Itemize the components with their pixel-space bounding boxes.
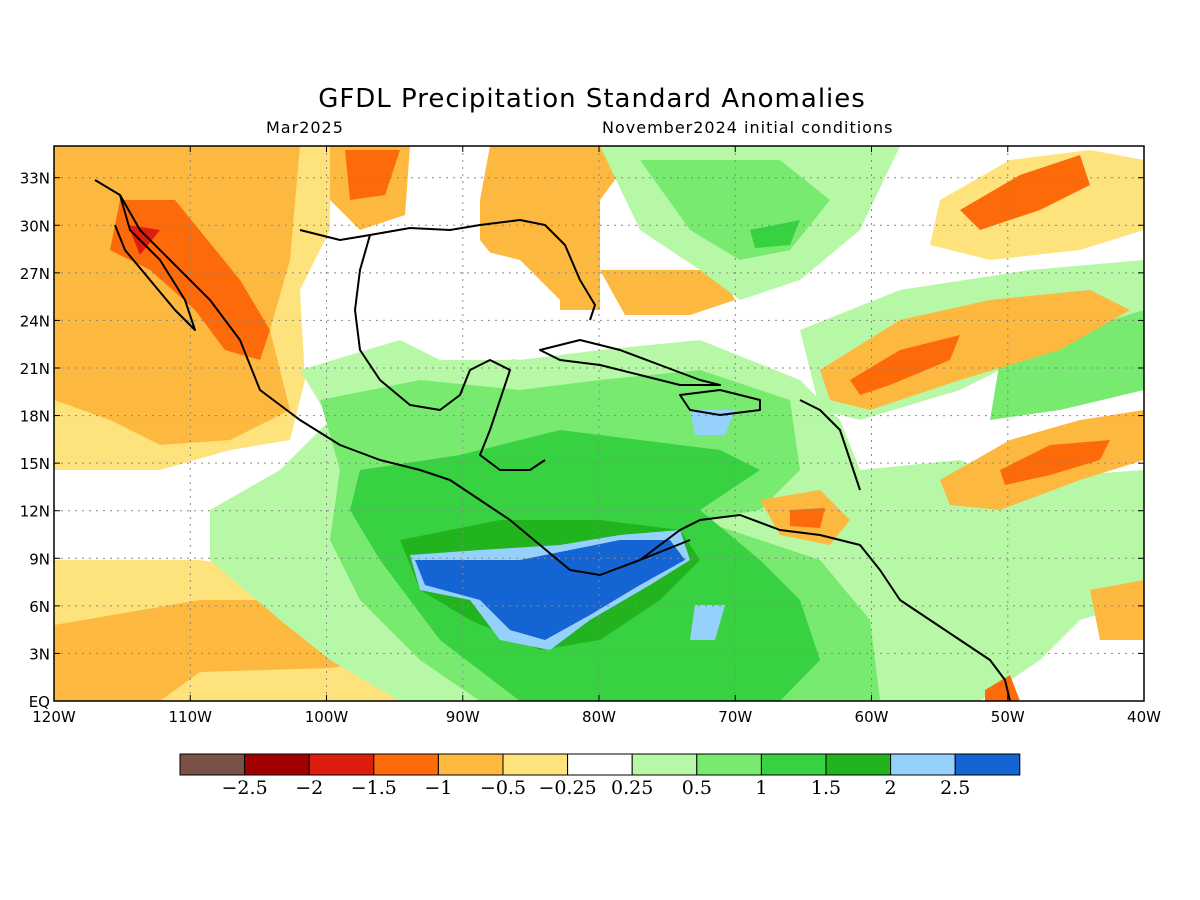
anomaly-region-bahamas (600, 270, 735, 315)
anomaly-region-mexico-core (54, 146, 300, 445)
colorbar-label: −2.5 (222, 777, 268, 799)
lat-tick-label: EQ (29, 693, 50, 711)
colorbar-swatch (437, 753, 504, 776)
coast-baja (114, 194, 196, 331)
lat-tick-label: 18N (20, 408, 50, 426)
coast-hispaniola (679, 389, 761, 416)
colorbar-swatch (179, 753, 246, 776)
coast-south-america (639, 514, 1011, 701)
colorbar-swatch (954, 753, 1021, 776)
lat-tick-label: 3N (29, 645, 50, 663)
lon-tick-label: 110W (169, 708, 213, 726)
lon-tick-label: 70W (718, 708, 752, 726)
colorbar-label: 2 (885, 777, 897, 799)
anomaly-field (54, 146, 1144, 701)
lon-tick-label: 100W (305, 708, 349, 726)
colorbar-swatch (696, 753, 762, 776)
colorbar-label: 1.5 (811, 777, 841, 799)
lon-tick-label: 120W (32, 708, 76, 726)
map-title: GFDL Precipitation Standard Anomalies (318, 84, 866, 114)
colorbar-label: 0.25 (611, 777, 653, 799)
colorbar-swatch (244, 753, 310, 776)
anomaly-region-panama-blue (415, 540, 685, 640)
anomaly-region-venezuela-blue (690, 605, 725, 640)
colorbar-swatch (890, 753, 956, 776)
lat-tick-label: 27N (20, 265, 50, 283)
coastlines (94, 179, 1011, 701)
lat-tick-label: 33N (20, 170, 50, 188)
anomaly-region-trinidad-orange-core (790, 508, 825, 528)
colorbar-swatch (825, 753, 892, 776)
anomaly-region-atlantic-orange-east-core (1000, 440, 1110, 485)
coast-cuba (539, 339, 721, 386)
anomaly-region-east-orange (1090, 580, 1144, 640)
lon-tick-label: 60W (855, 708, 889, 726)
colorbar-swatch (373, 753, 439, 776)
lat-tick-label: 24N (20, 312, 50, 330)
anomaly-region-gulf (360, 240, 560, 360)
longitude-axis: 120W 110W 100W 90W 80W 70W 60W 50W 40W (32, 146, 1161, 726)
anomaly-region-amapa-orange (985, 675, 1020, 701)
grid-lines (54, 146, 1144, 701)
anomaly-region-atlantic-green-3 (990, 310, 1144, 420)
anomaly-region-texas-core (345, 150, 400, 200)
coast-gulf (299, 219, 596, 321)
anomaly-region-atlantic-orange-ne-core (960, 155, 1090, 230)
coast-mexico-pacific (94, 179, 691, 576)
lat-tick-label: 30N (20, 217, 50, 235)
colorbar-label: −0.25 (538, 777, 596, 799)
anomaly-region-baja-core (128, 225, 160, 255)
latitude-axis: 33N 30N 27N 24N 21N 18N 15N 12N 9N 6N 3N EQ (20, 170, 1144, 711)
valid-month-label: Mar2025 (266, 118, 344, 137)
colorbar-swatch (760, 753, 827, 776)
anomaly-region-atlantic-spot (750, 220, 800, 248)
colorbar-label: 1 (755, 777, 767, 799)
lat-tick-label: 9N (29, 550, 50, 568)
anomaly-region-atlantic-orange-mid-core (850, 335, 960, 395)
lat-tick-label: 6N (29, 598, 50, 616)
anomaly-region-hispaniola-blue (690, 410, 735, 435)
coast-mexico-gulf (354, 234, 546, 471)
lon-tick-label: 90W (446, 708, 480, 726)
colorbar-swatch (308, 753, 375, 776)
colorbar-label: −0.5 (480, 777, 526, 799)
colorbar-label: −1.5 (351, 777, 397, 799)
colorbar-swatch (502, 753, 569, 776)
colorbar-label: 0.5 (682, 777, 712, 799)
lon-tick-label: 50W (991, 708, 1025, 726)
colorbar-swatch (567, 753, 633, 776)
colorbar-label: 2.5 (940, 777, 970, 799)
lat-tick-label: 12N (20, 503, 50, 521)
lon-tick-label: 80W (582, 708, 616, 726)
coast-antilles (799, 399, 861, 491)
lat-tick-label: 21N (20, 360, 50, 378)
init-conditions-label: November2024 initial conditions (602, 118, 894, 137)
lon-tick-label: 40W (1127, 708, 1161, 726)
lat-tick-label: 15N (20, 455, 50, 473)
colorbar-label: −1 (424, 777, 452, 799)
colorbar-label: −2 (295, 777, 323, 799)
colorbar-swatch (631, 753, 698, 776)
colorbar: −2.5 −2 −1.5 −1 −0.5 −0.25 0.25 0.5 1 1.5 2 2.5 (179, 753, 1021, 799)
